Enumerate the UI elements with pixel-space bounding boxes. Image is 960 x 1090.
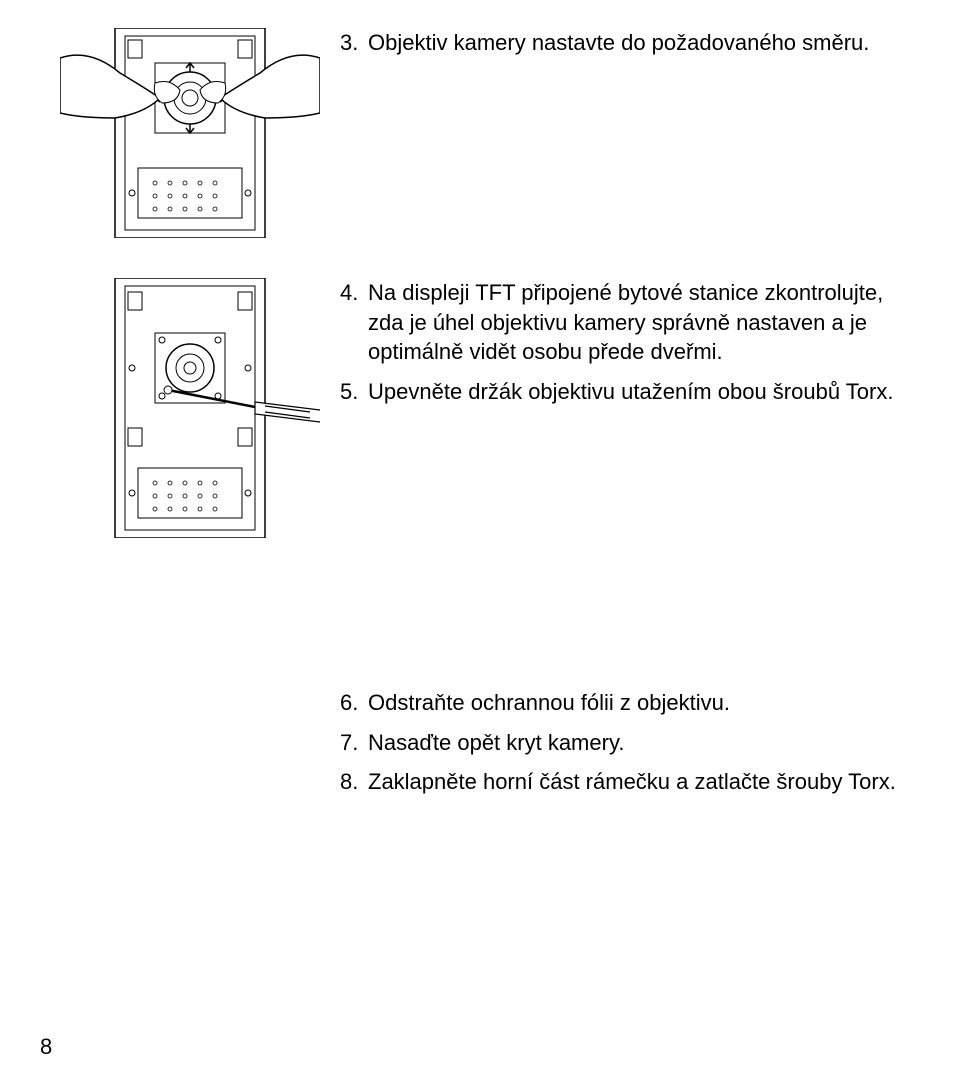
spacer — [60, 578, 900, 688]
step-6: 6. Odstraňte ochrannou fólii z objektivu… — [340, 688, 900, 718]
row-steps-4-5: 4. Na displeji TFT připojené bytové stan… — [60, 278, 900, 538]
page: 3. Objektiv kamery nastavte do požadovan… — [0, 0, 960, 1090]
row-step-3: 3. Objektiv kamery nastavte do požadovan… — [60, 28, 900, 238]
text-steps-4-5: 4. Na displeji TFT připojené bytové stan… — [320, 278, 900, 417]
illustration-hands-lens — [60, 28, 320, 238]
step-4-num: 4. — [340, 278, 368, 367]
step-3: 3. Objektiv kamery nastavte do požadovan… — [340, 28, 900, 58]
step-3-text: Objektiv kamery nastavte do požadovaného… — [368, 28, 869, 58]
illustration-screwdriver — [60, 278, 320, 538]
step-4-text: Na displeji TFT připojené bytové stanice… — [368, 278, 900, 367]
text-step-3: 3. Objektiv kamery nastavte do požadovan… — [320, 28, 900, 68]
step-6-num: 6. — [340, 688, 368, 718]
step-7: 7. Nasaďte opět kryt kamery. — [340, 728, 900, 758]
page-number: 8 — [40, 1034, 52, 1060]
step-8-text: Zaklapněte horní část rámečku a zatlačte… — [368, 767, 896, 797]
step-5-num: 5. — [340, 377, 368, 407]
step-7-text: Nasaďte opět kryt kamery. — [368, 728, 624, 758]
step-4: 4. Na displeji TFT připojené bytové stan… — [340, 278, 900, 367]
step-3-num: 3. — [340, 28, 368, 58]
screwdriver-svg — [60, 278, 320, 538]
step-8-num: 8. — [340, 767, 368, 797]
step-6-text: Odstraňte ochrannou fólii z objektivu. — [368, 688, 730, 718]
text-steps-6-8: 6. Odstraňte ochrannou fólii z objektivu… — [340, 688, 900, 797]
step-7-num: 7. — [340, 728, 368, 758]
step-8: 8. Zaklapněte horní část rámečku a zatla… — [340, 767, 900, 797]
step-5-text: Upevněte držák objektivu utažením obou š… — [368, 377, 893, 407]
step-5: 5. Upevněte držák objektivu utažením obo… — [340, 377, 900, 407]
hands-lens-svg — [60, 28, 320, 238]
